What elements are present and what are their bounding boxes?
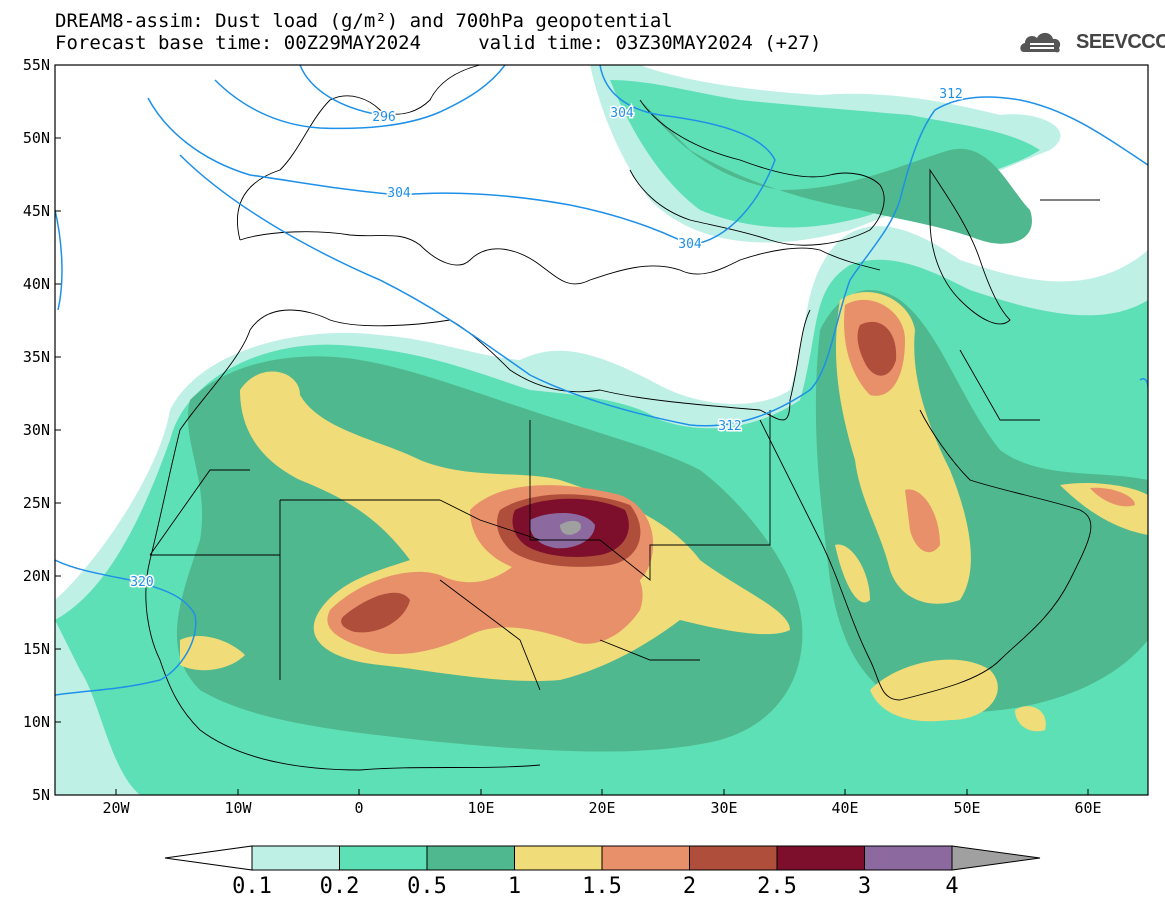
cloud-logo-icon xyxy=(1020,32,1061,53)
contour-value-label: 304 xyxy=(387,186,411,201)
colorbar-swatch xyxy=(864,845,953,871)
contour-value-label: 296 xyxy=(372,110,395,125)
lat-label: 40N xyxy=(23,275,50,293)
lon-label: 60E xyxy=(1074,799,1101,817)
coastlines xyxy=(145,65,1100,771)
lat-label: 20N xyxy=(23,567,50,585)
lon-label: 10E xyxy=(467,799,494,817)
lat-label: 50N xyxy=(23,129,50,147)
colorbar-low-triangle xyxy=(164,845,253,871)
lon-label: 30E xyxy=(710,799,737,817)
colorbar-swatch xyxy=(514,845,603,871)
colorbar-swatch xyxy=(426,845,515,871)
colorbar-label: 0.1 xyxy=(232,874,272,899)
lon-label: 0 xyxy=(354,799,363,817)
colorbar-swatch xyxy=(251,845,340,871)
colorbar-label: 0.2 xyxy=(320,874,360,899)
contour-value-label: 304 xyxy=(610,106,634,121)
contour-value-label: 304 xyxy=(678,237,702,252)
lat-label: 15N xyxy=(23,640,50,658)
contour-labels: 296 304 304 304 312 312 320 xyxy=(129,86,964,592)
lat-label: 30N xyxy=(23,421,50,439)
latitude-axis: 55N 50N 45N 40N 35N 30N 25N 20N 15N 10N 5N xyxy=(23,56,61,804)
longitude-axis: 20W 10W 0 10E 20E 30E 40E 50E 60E xyxy=(102,789,1102,817)
colorbar-swatch xyxy=(689,845,778,871)
colorbar-label: 2 xyxy=(683,874,696,899)
colorbar-high-triangle xyxy=(951,845,1041,871)
colorbar-label: 1.5 xyxy=(582,874,622,899)
lon-label: 20E xyxy=(588,799,615,817)
colorbar-swatch xyxy=(776,845,865,871)
lon-label: 20W xyxy=(102,799,130,817)
colorbar-label: 1 xyxy=(508,874,521,899)
dust-field xyxy=(55,65,1148,795)
colorbar-label: 2.5 xyxy=(757,874,797,899)
lon-label: 10W xyxy=(224,799,252,817)
contour-value-label: 312 xyxy=(718,419,741,434)
contour-value-label: 320 xyxy=(130,575,153,590)
lat-label: 45N xyxy=(23,202,50,220)
map-subtitle-times: Forecast base time: 00Z29MAY2024 valid t… xyxy=(55,32,822,54)
colorbar-label: 0.5 xyxy=(407,874,447,899)
geopotential-contours xyxy=(55,65,1148,696)
lat-label: 55N xyxy=(23,56,50,74)
lon-label: 50E xyxy=(953,799,980,817)
contour-value-label: 312 xyxy=(939,87,962,102)
lat-label: 10N xyxy=(23,713,50,731)
lat-label: 5N xyxy=(32,786,50,804)
colorbar-label: 4 xyxy=(945,874,958,899)
map-title: DREAM8-assim: Dust load (g/m²) and 700hP… xyxy=(55,10,673,32)
colorbar-swatch xyxy=(339,845,428,871)
lat-label: 25N xyxy=(23,494,50,512)
colorbar-swatch xyxy=(601,845,690,871)
lat-label: 35N xyxy=(23,348,50,366)
logo-text: SEEVCCC xyxy=(1076,31,1165,53)
lon-label: 40E xyxy=(831,799,858,817)
colorbar-label: 3 xyxy=(858,874,871,899)
